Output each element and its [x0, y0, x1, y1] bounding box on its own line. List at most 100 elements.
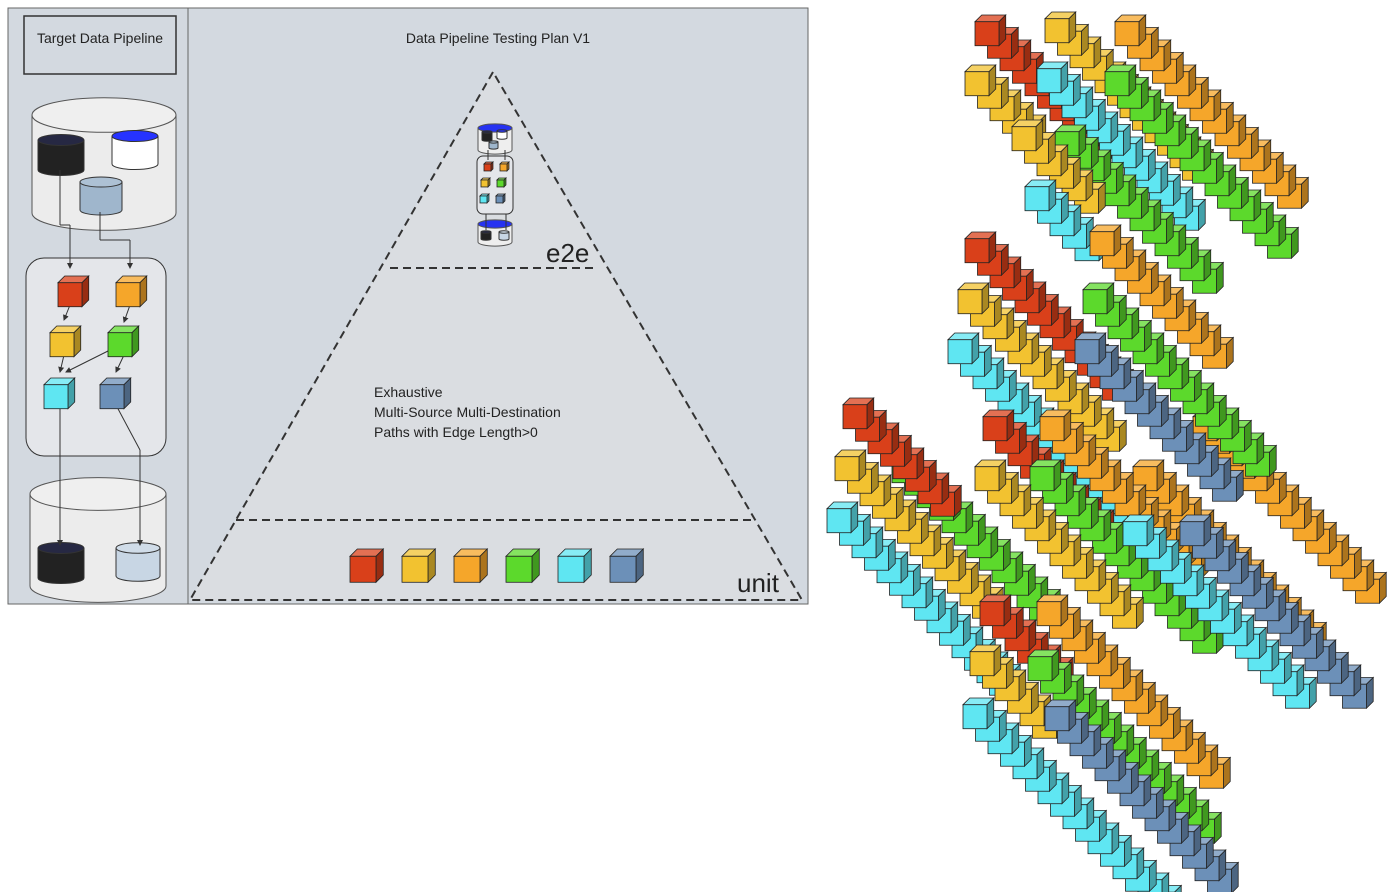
cube	[1036, 594, 1069, 627]
cube-front	[1024, 186, 1050, 212]
cube	[826, 501, 859, 534]
cube-front	[969, 651, 995, 677]
unit-label: unit	[737, 568, 779, 598]
cube-front	[1027, 656, 1053, 682]
cube-front	[1036, 601, 1062, 627]
cube-front	[1114, 21, 1140, 47]
cube	[1089, 224, 1122, 257]
edge	[115, 404, 141, 451]
cube-front	[1044, 706, 1070, 732]
cube	[1023, 131, 1057, 165]
cylinder	[488, 141, 499, 150]
e2e-label: e2e	[546, 238, 590, 268]
cube-front	[964, 238, 990, 264]
cube	[1036, 61, 1069, 94]
cube-front	[43, 384, 69, 410]
cube-front	[982, 663, 1007, 689]
cube	[1101, 471, 1135, 505]
cylinder-top	[115, 542, 161, 554]
cube	[999, 734, 1033, 768]
cube-front	[1039, 416, 1065, 442]
cube	[609, 548, 645, 584]
cube-front	[557, 555, 585, 583]
cube	[964, 64, 997, 97]
description-line: Multi-Source Multi-Destination	[374, 404, 561, 420]
cube-front	[1049, 541, 1075, 567]
cube-front	[964, 71, 990, 97]
cube-front	[505, 555, 533, 583]
cube	[851, 526, 884, 559]
cube-front	[962, 704, 988, 730]
cube-front	[349, 555, 377, 583]
cube-front	[1036, 68, 1062, 94]
cube-front	[99, 384, 125, 410]
edge	[115, 354, 125, 373]
cylinder	[37, 547, 85, 585]
cube	[947, 332, 980, 365]
cylinder	[79, 181, 123, 216]
cube	[842, 397, 875, 430]
cube	[1039, 409, 1072, 442]
cube-front	[1082, 289, 1108, 315]
cube	[1147, 539, 1180, 572]
cube-front	[453, 555, 481, 583]
cube-front	[834, 456, 860, 482]
cube	[1044, 11, 1077, 44]
cylinder-top	[37, 541, 85, 555]
cube	[979, 594, 1012, 627]
edge	[58, 354, 65, 373]
cylinder	[481, 131, 493, 142]
cubes	[25, 11, 1388, 892]
cube-front	[483, 163, 492, 172]
cube-front	[941, 508, 967, 534]
cube-front	[947, 339, 973, 365]
cube	[99, 377, 132, 410]
cube-side	[1161, 872, 1170, 892]
cylinder	[115, 547, 161, 582]
cube	[974, 14, 1007, 47]
cube	[1027, 649, 1060, 682]
cube	[1104, 64, 1137, 97]
description-line: Exhaustive	[374, 384, 443, 400]
cube	[962, 697, 995, 730]
cube	[349, 548, 385, 584]
cube	[453, 548, 489, 584]
cylinder-top	[496, 129, 508, 133]
cube-front	[1074, 339, 1100, 365]
cube	[557, 548, 593, 584]
description: Exhaustive Multi-Source Multi-Destinatio…	[374, 382, 561, 442]
cube	[479, 193, 490, 204]
cube-front	[1029, 466, 1055, 492]
cube	[43, 377, 76, 410]
cylinder-top	[477, 219, 513, 229]
cylinder-top	[498, 230, 510, 234]
cube	[495, 193, 506, 204]
cube	[974, 459, 1007, 492]
cube-front	[499, 163, 508, 172]
cube	[496, 177, 507, 188]
edge	[122, 304, 131, 323]
cube-front	[480, 179, 489, 188]
cube-front	[479, 195, 488, 204]
main-title: Data Pipeline Testing Plan V1	[405, 30, 591, 46]
cylinder-top	[488, 140, 499, 144]
cylinder-top	[31, 97, 177, 133]
cube-front	[496, 179, 505, 188]
cube	[483, 161, 494, 172]
cylinder-top	[481, 130, 493, 134]
left-title: Target Data Pipeline	[36, 30, 164, 46]
cube-front	[982, 416, 1008, 442]
description-line: Paths with Edge Length>0	[374, 424, 538, 440]
cube-front	[49, 332, 75, 358]
cube	[1082, 282, 1115, 315]
cylinder	[111, 135, 159, 171]
cube	[1122, 514, 1155, 547]
cube-front	[115, 282, 141, 308]
cube	[982, 409, 1015, 442]
cylinder-top	[480, 230, 492, 234]
title-box	[23, 15, 177, 75]
edge	[65, 349, 111, 373]
cube	[1114, 14, 1147, 47]
